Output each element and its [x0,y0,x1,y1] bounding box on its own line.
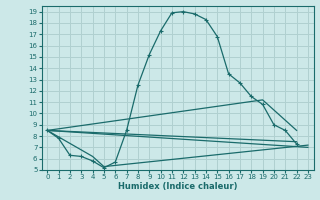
X-axis label: Humidex (Indice chaleur): Humidex (Indice chaleur) [118,182,237,191]
